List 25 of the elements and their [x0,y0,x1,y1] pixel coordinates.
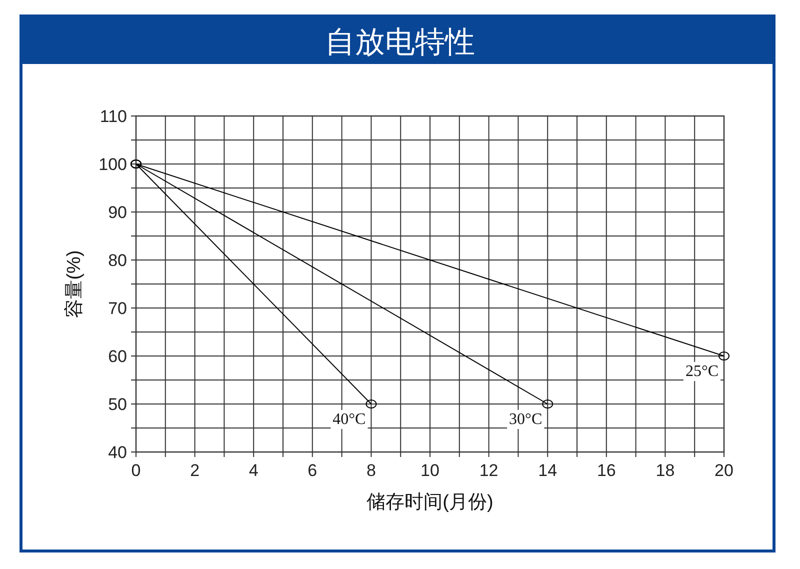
x-tick-label: 8 [366,461,376,480]
y-tick-label: 50 [108,395,127,414]
x-tick-label: 10 [420,461,440,480]
series-label: 30°C [509,411,542,428]
y-tick-label: 70 [108,299,127,318]
y-tick-label: 40 [108,443,127,462]
x-tick-label: 14 [538,461,558,480]
x-tick-label: 16 [596,461,616,480]
x-tick-label: 2 [190,461,200,480]
series-label: 40°C [332,411,366,428]
y-tick-label: 60 [108,347,127,366]
x-tick-label: 12 [479,461,498,480]
x-axis-title: 储存时间(月份) [366,492,494,513]
y-axis-title: 容量(%) [63,250,85,318]
x-tick-label: 18 [656,461,675,480]
y-tick-label: 100 [98,155,127,174]
chart-title: 自放电特性 [325,26,475,59]
x-tick-label: 6 [308,461,318,480]
y-tick-label: 80 [108,251,127,270]
x-tick-label: 0 [131,461,141,480]
series-label: 25°C [685,363,719,380]
y-tick-label: 90 [108,203,127,222]
x-tick-label: 4 [248,461,258,480]
y-tick-label: 110 [100,107,127,126]
x-tick-label: 20 [714,461,734,480]
